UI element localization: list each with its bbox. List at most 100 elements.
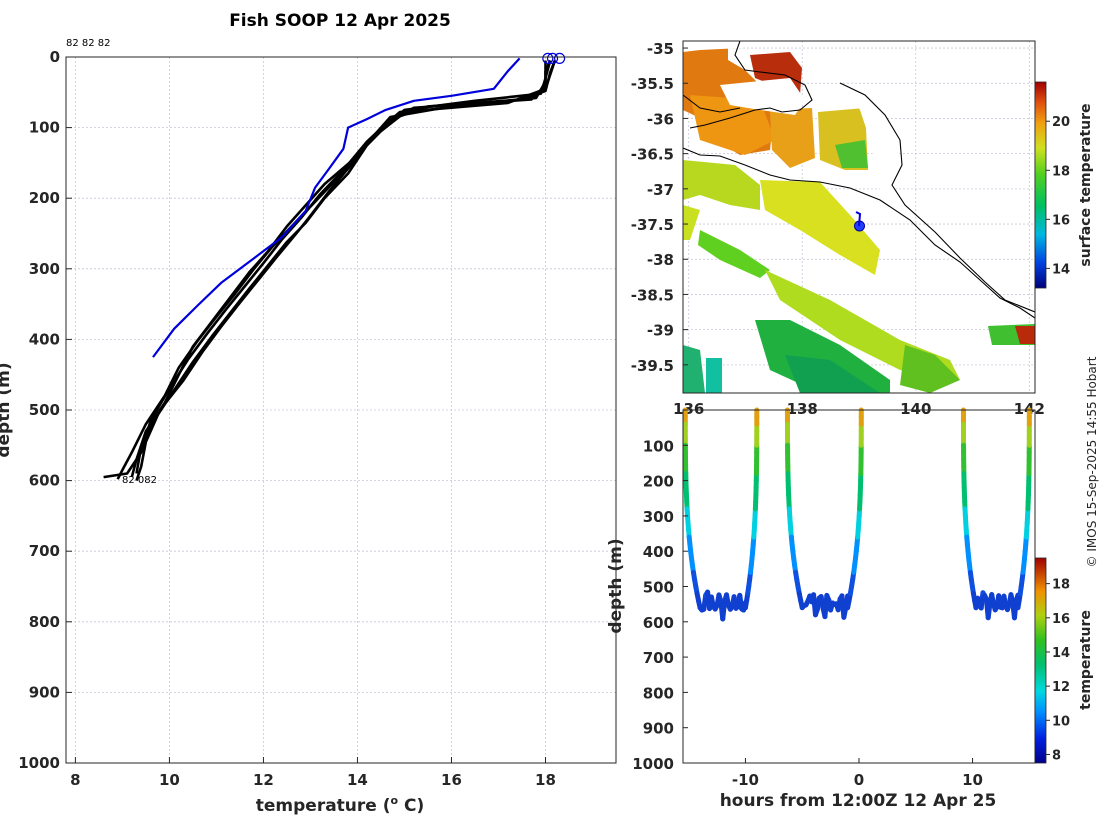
section-y-tick-label: 400	[643, 543, 674, 561]
section-y-ticks: 100 200 300 400 500 600 700 800 900 1000	[632, 437, 688, 773]
map-data-layer	[683, 41, 1035, 393]
north-gap	[683, 41, 742, 52]
profile-y-tick-label: 600	[29, 472, 60, 490]
temperature-colorbar	[1034, 557, 1047, 764]
profile-x-ticks: 8 10 12 14 16 18	[70, 757, 556, 789]
section-x-tick-label: -10	[732, 771, 759, 789]
map-lon-tick-label: 136	[673, 400, 704, 418]
map-lat-tick-label: -38	[647, 251, 674, 269]
profile-x-tick-label: 16	[441, 771, 462, 789]
section-x-ticks: -10 0 10	[732, 758, 983, 789]
section-y-tick-label: 300	[643, 508, 674, 526]
sst-colorbar-tick-label: 14	[1052, 262, 1070, 277]
sst-sw-corner-patch	[683, 345, 705, 393]
sst-green-patch	[835, 140, 868, 168]
sst-colorbar	[1034, 81, 1047, 289]
section-y-tick-label: 600	[643, 614, 674, 632]
section-y-tick-label: 900	[643, 720, 674, 738]
profile-x-label: temperature (o C)	[256, 794, 425, 816]
section-x-label: hours from 12:00Z 12 Apr 25	[720, 791, 997, 811]
sst-colorbar-tick-label: 18	[1052, 164, 1070, 179]
temperature-colorbar-ticks: 8 10 12 14 16 18	[1046, 578, 1070, 763]
profile-line-profile-5	[135, 60, 557, 474]
temperature-colorbar-tick-label: 14	[1052, 646, 1070, 661]
profile-y-tick-label: 800	[29, 613, 60, 631]
profile-line-profile-2	[103, 60, 557, 479]
map-lat-tick-label: -38.5	[631, 286, 674, 304]
temperature-colorbar-tick-label: 8	[1052, 748, 1061, 763]
coastline-south	[683, 147, 1035, 319]
section-y-tick-label: 1000	[632, 755, 674, 773]
map-y-ticks: -35 -35.5 -36 -36.5 -37 -37.5 -38 -38.5 -39 -39.5	[631, 40, 688, 375]
section-y-tick-label: 200	[643, 473, 674, 491]
profile-y-label: depth (m)	[0, 362, 14, 457]
profile-y-tick-label: 0	[50, 48, 60, 66]
copyright-notice: © IMOS 15-Sep-2025 14:55 Hobart	[1085, 356, 1099, 567]
sst-teal-patch	[706, 358, 722, 393]
sst-map: -35 -35.5 -36 -36.5 -37 -37.5 -38 -38.5 -39 -39.5…	[631, 40, 1094, 418]
section-x-tick-label: 10	[962, 771, 983, 789]
sst-lime-patch	[683, 160, 760, 210]
top-cast-annotation: 82 82 82	[66, 38, 111, 49]
cast-start-marker	[542, 52, 554, 65]
section-y-tick-label: 800	[643, 684, 674, 702]
map-lat-tick-label: -37.5	[631, 216, 674, 234]
map-lat-tick-label: -39.5	[631, 357, 674, 375]
profile-grid	[66, 56, 616, 764]
profile-x-label-text: temperature (	[256, 796, 391, 816]
coast-gap	[845, 85, 905, 205]
coastline-gulf	[689, 41, 813, 129]
temperature-colorbar-tick-label: 18	[1052, 578, 1070, 593]
cast-start-marker	[553, 52, 566, 65]
coastline-east	[839, 82, 1035, 313]
profile-x-label-degree: o	[391, 794, 399, 807]
section-casts	[682, 407, 1032, 622]
sst-colorbar-tick-label: 20	[1052, 115, 1070, 130]
sst-colorbar-tick-label: 16	[1052, 213, 1070, 228]
profile-y-tick-label: 900	[29, 683, 60, 701]
map-lat-tick-label: -35.5	[631, 75, 674, 93]
profile-y-tick-label: 400	[29, 330, 60, 348]
ship-track-line	[855, 211, 862, 227]
profile-y-ticks: 0 100 200 300 400 500 600 700 800 900 1000	[18, 48, 72, 772]
map-lat-tick-label: -39	[647, 322, 674, 340]
profile-x-tick-label: 8	[70, 771, 80, 789]
map-lat-tick-label: -35	[647, 40, 674, 58]
profile-axes-frame	[65, 56, 617, 764]
profile-y-tick-label: 300	[29, 260, 60, 278]
cast-start-marker	[546, 52, 559, 65]
profile-y-tick-label: 200	[29, 189, 60, 207]
depth-time-section: 100 200 300 400 500 600 700 800 900 1000 -10 0 10 h…	[606, 407, 1094, 811]
section-y-tick-label: 500	[643, 579, 674, 597]
sst-lightyellow-band	[760, 180, 880, 275]
map-lon-tick-label: 140	[900, 400, 931, 418]
sst-green-strip	[698, 230, 770, 278]
profile-x-tick-label: 10	[159, 771, 180, 789]
sst-east-hot-patch	[1015, 326, 1035, 344]
profile-y-tick-label: 100	[29, 119, 60, 137]
section-y-tick-label: 700	[643, 649, 674, 667]
sst-colorbar-label: surface temperature	[1078, 103, 1094, 266]
coastline-west	[683, 94, 741, 113]
map-lat-tick-label: -36.5	[631, 146, 674, 164]
profile-line-profile-3	[135, 60, 552, 482]
profile-y-tick-label: 700	[29, 542, 60, 560]
profile-x-label-unit: C)	[398, 796, 424, 816]
temperature-colorbar-tick-label: 10	[1052, 714, 1070, 729]
profile-line-profile-4	[116, 60, 547, 480]
section-y-tick-label: 100	[643, 437, 674, 455]
temperature-colorbar-label: temperature	[1078, 610, 1094, 710]
bottom-cast-annotation: 82 082	[122, 475, 157, 486]
map-lat-tick-label: -37	[647, 181, 674, 199]
sst-darkgreen-patch	[785, 355, 880, 393]
profile-chart: Fish SOOP 12 Apr 2025 82 82 82 8 10 12 14 16…	[0, 11, 617, 816]
cast-1-segment	[720, 599, 728, 622]
profile-y-tick-label: 1000	[18, 754, 60, 772]
gulf-water-gap	[720, 78, 805, 115]
map-lon-tick-label: 138	[787, 400, 818, 418]
sst-south-patch	[900, 345, 960, 393]
sst-edge-patch	[683, 205, 700, 240]
temperature-colorbar-tick-label: 12	[1052, 680, 1070, 695]
sst-colorbar-ticks: 14 16 18 20	[1046, 115, 1070, 277]
